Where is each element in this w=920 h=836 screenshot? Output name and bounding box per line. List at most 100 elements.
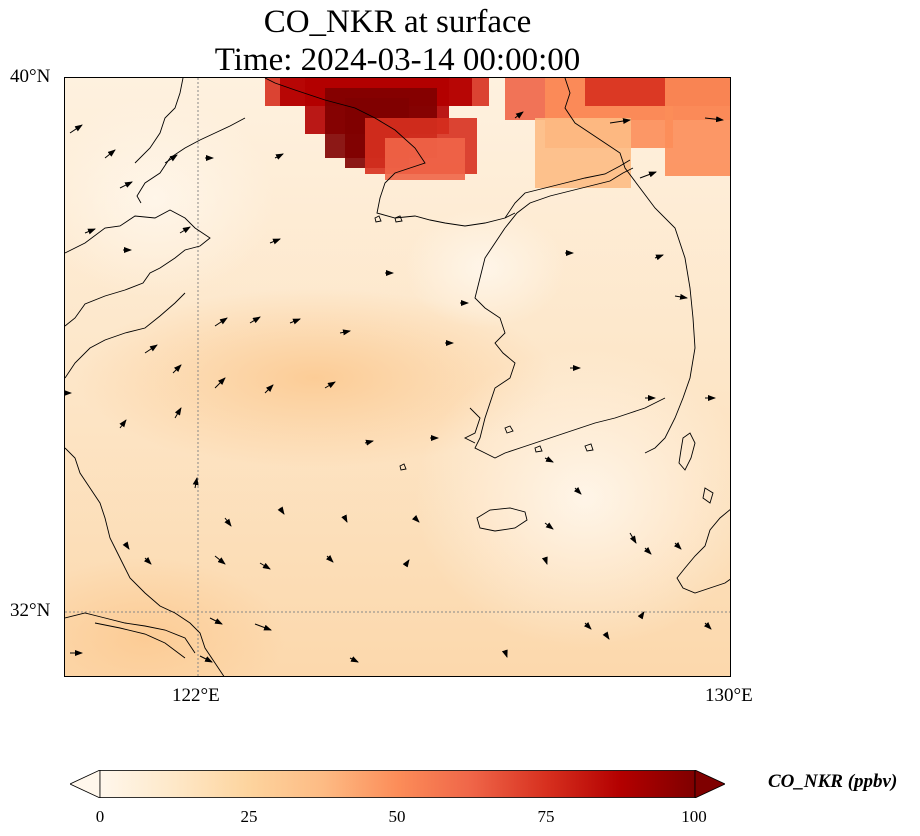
plume-cell xyxy=(305,120,321,134)
lon-tick-label: 130°E xyxy=(705,685,753,706)
plume-cell xyxy=(473,92,489,106)
plume-cell xyxy=(429,118,445,132)
plume-cell xyxy=(665,78,681,92)
plume-cell xyxy=(615,132,631,146)
plume-cell xyxy=(521,78,537,92)
plume-cell xyxy=(599,132,615,146)
plume-cell xyxy=(535,132,551,146)
plume-cell xyxy=(417,152,433,166)
plume-cell xyxy=(681,162,697,176)
plume-cell xyxy=(305,92,321,106)
concentration-blob xyxy=(65,558,285,676)
map-panel xyxy=(64,77,731,677)
plume-cell xyxy=(505,92,521,106)
high-concentration-plume xyxy=(265,78,730,188)
plume-cell xyxy=(665,134,681,148)
colorbar xyxy=(70,770,725,798)
wind-arrow xyxy=(143,556,152,565)
plume-cell xyxy=(377,98,393,112)
plume-cell xyxy=(593,106,609,120)
plume-cell xyxy=(417,166,433,180)
plume-cell xyxy=(585,78,601,92)
plume-cell xyxy=(551,132,567,146)
coastline-korea-east xyxy=(504,167,634,229)
plume-cell xyxy=(729,162,730,176)
plume-cell xyxy=(365,118,381,132)
map-title-line-1: CO_NKR at surface xyxy=(263,4,532,40)
plume-cell xyxy=(551,146,567,160)
plume-cell xyxy=(697,134,713,148)
coastline-south-korea xyxy=(463,407,481,444)
plume-cell xyxy=(681,148,697,162)
colorbar-title: CO_NKR (ppbv) xyxy=(768,771,898,792)
plume-cell xyxy=(583,118,599,132)
plume-cell xyxy=(601,92,617,106)
plume-cell xyxy=(535,146,551,160)
coastline-islands xyxy=(534,445,543,453)
plume-cell xyxy=(665,162,681,176)
plume-cell xyxy=(729,78,730,92)
plume-cell xyxy=(505,106,521,120)
concentration-blob xyxy=(415,348,730,648)
plume-cell xyxy=(615,146,631,160)
plume-cell xyxy=(697,148,713,162)
plume-cell xyxy=(567,160,583,174)
plume-cell xyxy=(445,118,461,132)
plume-cell xyxy=(449,138,465,152)
wind-arrow xyxy=(639,171,657,179)
lon-tick-label: 122°E xyxy=(172,685,220,706)
plume-cell xyxy=(265,92,281,106)
plume-cell xyxy=(345,140,361,154)
plume-cell xyxy=(713,162,729,176)
coastline-japan xyxy=(676,509,730,594)
concentration-blob xyxy=(75,288,555,468)
wind-arrow xyxy=(349,656,359,663)
wind-arrow xyxy=(324,381,336,389)
plume-cell xyxy=(641,106,657,120)
plume-cell xyxy=(729,92,730,106)
plume-cell xyxy=(535,118,551,132)
plume-cell xyxy=(729,134,730,148)
plume-cell xyxy=(345,154,361,168)
plume-cell xyxy=(697,162,713,176)
wind-arrow xyxy=(172,364,182,374)
plume-cell xyxy=(599,174,615,188)
plume-cell xyxy=(535,160,551,174)
plume-cell xyxy=(713,92,729,106)
plume-cell xyxy=(713,134,729,148)
wind-arrow xyxy=(544,522,554,530)
plume-cell xyxy=(365,160,381,174)
plume-cell xyxy=(473,78,489,92)
plume-cell xyxy=(599,118,615,132)
plume-cell xyxy=(325,88,341,102)
plume-cell xyxy=(433,138,449,152)
coastline-korea-east xyxy=(564,78,696,454)
plume-cell xyxy=(545,106,561,120)
plume-cell xyxy=(583,132,599,146)
coastline-north-korea xyxy=(264,78,516,227)
wind-arrow xyxy=(703,621,712,630)
coastline-liaodong xyxy=(136,117,246,204)
plume-cell xyxy=(433,152,449,166)
plume-cell xyxy=(681,106,697,120)
plume-cell xyxy=(265,78,281,92)
map-title-line-2: Time: 2024-03-14 00:00:00 xyxy=(214,42,581,78)
lat-tick-label: 40°N xyxy=(10,66,51,87)
plume-cell xyxy=(599,146,615,160)
wind-arrow xyxy=(637,611,645,620)
plume-cell xyxy=(561,106,577,120)
plume-cell xyxy=(551,174,567,188)
wind-arrow xyxy=(209,617,223,625)
wind-arrow xyxy=(174,407,182,419)
coastline-china xyxy=(65,612,196,654)
plume-cell xyxy=(325,144,341,158)
coastline-islands xyxy=(504,425,514,434)
coastline-jeju xyxy=(476,507,528,532)
plume-cell xyxy=(681,92,697,106)
plume-cell xyxy=(393,98,409,112)
plume-cell xyxy=(665,92,681,106)
plume-cell xyxy=(325,102,341,116)
plume-cell xyxy=(649,78,665,92)
plume-cell xyxy=(713,120,729,134)
colorbar-extend-high xyxy=(694,770,725,798)
